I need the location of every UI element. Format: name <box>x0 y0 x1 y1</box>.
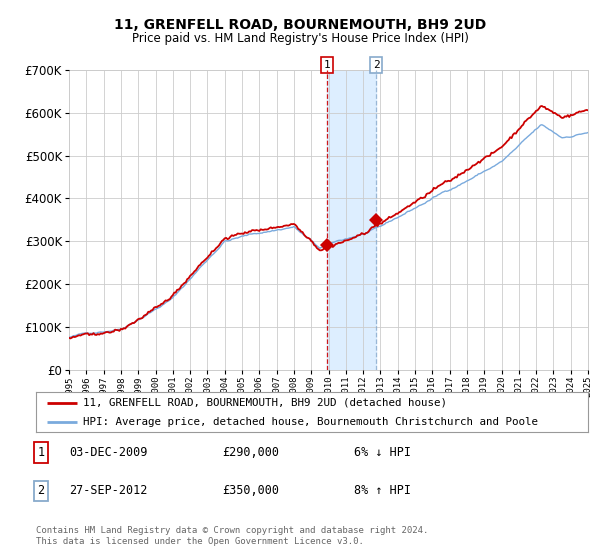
Text: 03-DEC-2009: 03-DEC-2009 <box>69 446 148 459</box>
Text: Price paid vs. HM Land Registry's House Price Index (HPI): Price paid vs. HM Land Registry's House … <box>131 32 469 45</box>
Text: 11, GRENFELL ROAD, BOURNEMOUTH, BH9 2UD: 11, GRENFELL ROAD, BOURNEMOUTH, BH9 2UD <box>114 18 486 32</box>
Text: 8% ↑ HPI: 8% ↑ HPI <box>354 484 411 497</box>
Text: 11, GRENFELL ROAD, BOURNEMOUTH, BH9 2UD (detached house): 11, GRENFELL ROAD, BOURNEMOUTH, BH9 2UD … <box>83 398 447 408</box>
Text: 2: 2 <box>37 484 44 497</box>
Text: Contains HM Land Registry data © Crown copyright and database right 2024.
This d: Contains HM Land Registry data © Crown c… <box>36 526 428 546</box>
Text: £290,000: £290,000 <box>222 446 279 459</box>
Text: 2: 2 <box>373 60 379 70</box>
Text: 27-SEP-2012: 27-SEP-2012 <box>69 484 148 497</box>
Text: £350,000: £350,000 <box>222 484 279 497</box>
Text: 1: 1 <box>323 60 331 70</box>
Text: HPI: Average price, detached house, Bournemouth Christchurch and Poole: HPI: Average price, detached house, Bour… <box>83 417 538 427</box>
Text: 1: 1 <box>37 446 44 459</box>
Text: 6% ↓ HPI: 6% ↓ HPI <box>354 446 411 459</box>
Bar <box>327 70 376 370</box>
